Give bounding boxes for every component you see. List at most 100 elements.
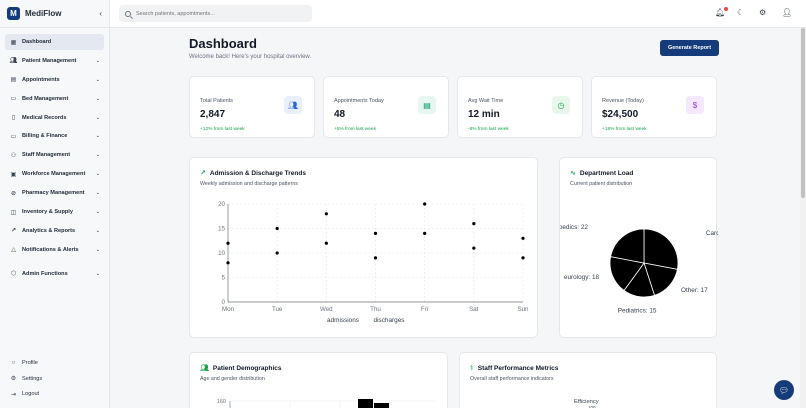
sidebar-item-medical-records[interactable]: ▯ Medical Records ⌄	[5, 110, 104, 126]
scrollbar[interactable]	[800, 28, 806, 408]
y-tick-label: 20	[218, 201, 225, 208]
radar-axis-label: Efficiency	[574, 399, 599, 405]
sidebar-item-workforce-management[interactable]: ▣ Workforce Management ⌄	[5, 166, 104, 182]
sidebar-item-label: Staff Management	[22, 152, 71, 159]
admissions-point	[373, 231, 378, 235]
sidebar-item-appointments[interactable]: ▤ Appointments ⌄	[5, 72, 104, 88]
bed-icon: ▭	[10, 96, 17, 103]
search-input[interactable]	[136, 10, 296, 17]
clock-icon: ◷	[552, 96, 570, 114]
stat-change: -8% from last week	[468, 127, 509, 132]
moon-icon[interactable]: ☾	[737, 8, 745, 17]
stat-value: 12 min	[468, 109, 500, 120]
stat-label: Appointments Today	[334, 98, 384, 104]
search-icon	[125, 10, 131, 17]
pie-label: Cardiology: 28	[706, 230, 718, 237]
sidebar: M MediFlow ‹ ▦ Dashboard 👥︎ Patient Managem…	[0, 0, 110, 408]
chevron-left-icon[interactable]: ‹	[99, 9, 102, 18]
sidebar-item-pharmacy-management[interactable]: ⊘ Pharmacy Management ⌄	[5, 185, 104, 201]
admissions-point	[226, 241, 230, 245]
radar-axis-value: 100	[588, 405, 596, 408]
chevron-down-icon: ⌄	[95, 95, 100, 102]
department-title-text: Department Load	[579, 169, 634, 177]
activity-icon: ∿	[570, 170, 576, 177]
shield-icon: ⬡	[10, 271, 17, 278]
trends-subtitle: Weekly admission and discharge patterns	[200, 181, 298, 187]
y-tick-label: 10	[218, 250, 225, 257]
y-tick-label: 0	[222, 299, 226, 306]
generate-report-button[interactable]: Generate Report	[660, 40, 719, 56]
trends-title-text: Admission & Discharge Trends	[209, 169, 306, 177]
file-icon: ▯	[11, 115, 16, 122]
discharges-point	[472, 246, 476, 250]
pie-label: eurology: 18	[564, 274, 600, 281]
department-title: ∿ Department Load	[570, 169, 634, 178]
stat-card: Appointments Today 48 +5% from last week ▤	[323, 76, 449, 138]
sidebar-nav: ▦ Dashboard 👥︎ Patient Management ⌄ ▤ Appointm…	[0, 28, 109, 282]
chat-icon[interactable]: 💬︎	[774, 380, 794, 400]
top-bar: 🔔︎ ☾ ⚙ 👤︎	[110, 0, 806, 28]
admissions-point	[472, 222, 476, 226]
chevron-down-icon: ⌄	[95, 114, 100, 121]
legend-discharges: discharges	[374, 317, 405, 324]
users-icon: 👥︎	[284, 96, 302, 114]
logout-icon: ⇥	[10, 391, 17, 398]
stat-label: Revenue (Today)	[602, 98, 644, 104]
sidebar-item-label: Notifications & Alerts	[22, 246, 79, 253]
stat-value: $24,500	[602, 109, 639, 120]
sidebar-item-logout[interactable]: ⇥ Logout	[5, 387, 46, 403]
sidebar-item-label: Workforce Management	[22, 171, 86, 178]
x-tick-label: Sun	[517, 306, 529, 313]
chevron-down-icon: ⌄	[95, 209, 100, 216]
y-tick-label: 5	[222, 275, 226, 282]
sidebar-item-bed-management[interactable]: ▭ Bed Management ⌄	[5, 91, 104, 107]
pill-icon: ⊘	[10, 190, 17, 197]
pie-label: Pediatrics: 15	[618, 307, 657, 314]
stat-change: +5% from last week	[334, 127, 376, 132]
chevron-down-icon: ⌄	[95, 76, 100, 83]
trends-title: ↗ Admission & Discharge Trends	[200, 169, 306, 178]
scrollbar-thumb[interactable]	[801, 28, 805, 198]
user-icon[interactable]: 👤︎	[782, 8, 793, 17]
sidebar-item-analytics-reports[interactable]: ↗ Analytics & Reports ⌄	[5, 223, 104, 239]
sidebar-item-dashboard[interactable]: ▦ Dashboard	[5, 34, 104, 50]
chart-icon: ↗	[10, 228, 17, 235]
stat-label: Avg Wait Time	[468, 98, 504, 104]
sidebar-item-label: Inventory & Supply	[22, 209, 73, 216]
main-content: Dashboard Welcome back! Here's your hosp…	[110, 28, 800, 408]
gear-icon[interactable]: ⚙	[759, 8, 767, 17]
search-box[interactable]	[119, 5, 312, 22]
bell-icon: △	[11, 247, 16, 254]
sidebar-item-admin-functions[interactable]: ⬡ Admin Functions ⌄	[5, 266, 104, 282]
credit-card-icon: ▭	[10, 133, 17, 140]
app-name: MediFlow	[25, 9, 62, 18]
staff-metrics-title-text: Staff Performance Metrics	[477, 364, 559, 372]
x-tick-label: Wed	[320, 306, 333, 313]
sidebar-item-label: Logout	[22, 391, 40, 398]
sidebar-item-notifications-alerts[interactable]: △ Notifications & Alerts ⌄	[5, 242, 104, 258]
chevron-down-icon: ⌄	[95, 171, 100, 178]
gear-icon: ⚙	[10, 376, 17, 383]
calendar-icon: ▤	[418, 96, 436, 114]
bell-icon[interactable]: 🔔︎	[715, 8, 726, 17]
page-title: Dashboard	[189, 36, 257, 51]
discharges-point	[275, 251, 279, 255]
sidebar-item-inventory-supply[interactable]: ◫ Inventory & Supply ⌄	[5, 204, 104, 220]
legend-admissions: admissions	[327, 317, 359, 324]
demographics-bar	[358, 399, 373, 408]
chevron-down-icon: ⌄	[95, 57, 100, 64]
sidebar-item-billing-finance[interactable]: ▭ Billing & Finance ⌄	[5, 128, 104, 144]
sidebar-item-staff-management[interactable]: ⚇ Staff Management ⌄	[5, 147, 104, 163]
demographics-ytick: 160	[217, 399, 226, 405]
sidebar-item-settings[interactable]: ⚙ Settings	[5, 371, 46, 387]
staff-metrics-card: ⚕ Staff Performance Metrics Overall staff…	[459, 352, 717, 408]
app-logo: M	[7, 7, 20, 20]
sidebar-item-patient-management[interactable]: 👥︎ Patient Management ⌄	[5, 53, 104, 69]
department-card: ∿ Department Load Current patient distrib…	[559, 157, 718, 338]
calendar-icon: ▤	[10, 77, 17, 84]
briefcase-icon: ▣	[10, 171, 17, 178]
trends-card: ↗ Admission & Discharge Trends Weekly adm…	[189, 157, 538, 338]
admissions-point	[423, 202, 427, 206]
pie-slice	[610, 228, 645, 264]
sidebar-item-profile[interactable]: ○ Profile	[5, 356, 46, 372]
